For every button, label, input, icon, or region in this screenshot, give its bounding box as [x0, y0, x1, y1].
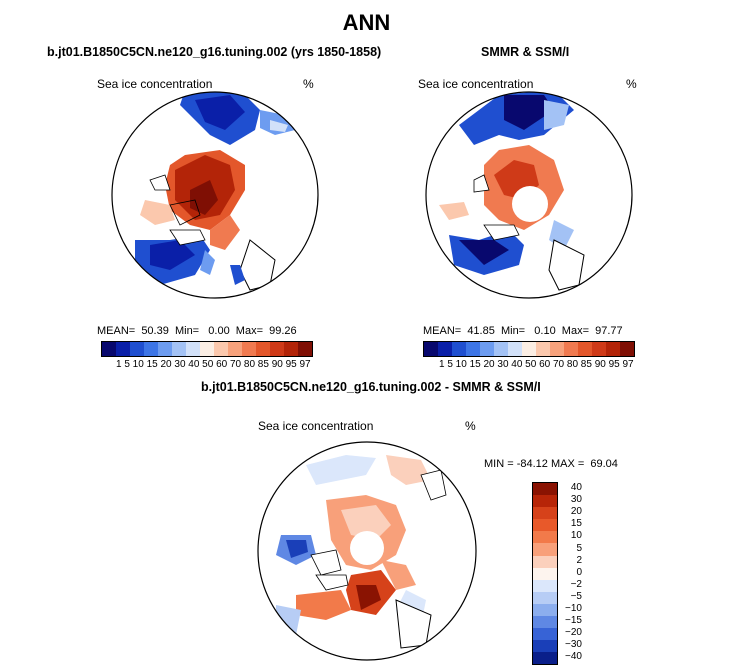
diff-colorbar-swatch [533, 543, 557, 556]
panel3-polar-map [257, 441, 477, 661]
panel2-pole-hole [512, 186, 548, 222]
cbar1-swatch [172, 342, 186, 356]
cbar1-swatch [270, 342, 284, 356]
cbar2-swatch [536, 342, 550, 356]
diff-colorbar-swatch [533, 507, 557, 520]
panel3-subtitle: b.jt01.B1850C5CN.ne120_g16.tuning.002 - … [201, 380, 541, 394]
diff-colorbar-swatch [533, 495, 557, 508]
diff-colorbar-swatch [533, 519, 557, 532]
cbar1-swatch [200, 342, 214, 356]
cbar2-swatch [564, 342, 578, 356]
diff-colorbar-swatch [533, 591, 557, 604]
panel3-colorbar-ticks: 40 30 20 15 10 5 2 0 −2 −5 −10 −15 −20 −30 −40 [560, 482, 582, 664]
panel3-label: Sea ice concentration [258, 419, 374, 433]
diff-colorbar-label: −40 [565, 651, 582, 663]
diff-colorbar-label: −20 [565, 627, 582, 639]
diff-colorbar-label: 10 [570, 530, 582, 542]
diff-colorbar-swatch [533, 483, 557, 496]
diff-colorbar-label: 0 [576, 566, 582, 578]
panel1-stats: MEAN= 50.39 Min= 0.00 Max= 99.26 [97, 325, 297, 337]
cbar1-swatch [298, 342, 312, 356]
diff-colorbar-label: −30 [565, 639, 582, 651]
panel2-polar-map [425, 91, 633, 299]
cbar1-swatch [102, 342, 116, 356]
panel1-colorbar [101, 341, 313, 357]
panel3-unit: % [465, 419, 476, 433]
cbar1-swatch [214, 342, 228, 356]
cbar1-swatch [116, 342, 130, 356]
panel2-stats: MEAN= 41.85 Min= 0.10 Max= 97.77 [423, 325, 623, 337]
cbar2-swatch [438, 342, 452, 356]
panel2-subtitle: SMMR & SSM/I [481, 45, 570, 59]
cbar1-swatch [256, 342, 270, 356]
cbar2-swatch [550, 342, 564, 356]
panel3-colorbar [532, 482, 558, 665]
panel2-colorbar [423, 341, 635, 357]
panel1-subtitle: b.jt01.B1850C5CN.ne120_g16.tuning.002 (y… [47, 45, 382, 59]
diff-colorbar-label: 40 [570, 482, 582, 493]
panel1-unit: % [303, 77, 314, 91]
diff-colorbar-label: 2 [576, 554, 582, 566]
diff-colorbar-swatch [533, 652, 557, 665]
cbar1-swatch [158, 342, 172, 356]
cbar1-swatch [186, 342, 200, 356]
cbar2-swatch [578, 342, 592, 356]
diff-colorbar-swatch [533, 640, 557, 653]
diff-colorbar-swatch [533, 579, 557, 592]
cbar1-swatch [284, 342, 298, 356]
diff-colorbar-label: 5 [576, 542, 582, 554]
panel3-stats: MIN = -84.12 MAX = 69.04 [484, 458, 618, 470]
diff-colorbar-swatch [533, 628, 557, 641]
diff-colorbar-swatch [533, 616, 557, 629]
cbar1-swatch [242, 342, 256, 356]
diff-colorbar-label: −5 [570, 590, 582, 602]
diff-colorbar-label: 15 [570, 518, 582, 530]
figure-title: ANN [342, 10, 391, 35]
cbar2-swatch [508, 342, 522, 356]
cbar2-swatch [424, 342, 438, 356]
cbar1-swatch [228, 342, 242, 356]
diff-colorbar-swatch [533, 555, 557, 568]
panel2-unit: % [626, 77, 637, 91]
cbar1-swatch [130, 342, 144, 356]
panel1-label: Sea ice concentration [97, 77, 213, 91]
panel2-label: Sea ice concentration [418, 77, 534, 91]
diff-colorbar-label: 20 [570, 506, 582, 518]
diff-colorbar-label: −15 [565, 615, 582, 627]
diff-colorbar-label: 30 [570, 494, 582, 506]
diff-colorbar-swatch [533, 603, 557, 617]
cbar2-swatch [452, 342, 466, 356]
diff-colorbar-label: −2 [570, 578, 582, 590]
panel1-colorbar-ticks: 1 5 10 15 20 30 40 50 60 70 80 85 90 95 … [116, 359, 311, 370]
cbar2-swatch [620, 342, 634, 356]
panel3-pole-hole [350, 531, 384, 565]
panel1-polar-map [111, 91, 319, 299]
panel2-colorbar-ticks: 1 5 10 15 20 30 40 50 60 70 80 85 90 95 … [439, 359, 634, 370]
cbar1-swatch [144, 342, 158, 356]
cbar2-swatch [466, 342, 480, 356]
diff-colorbar-swatch [533, 567, 557, 580]
cbar2-swatch [480, 342, 494, 356]
cbar2-swatch [522, 342, 536, 356]
diff-colorbar-label: −10 [565, 603, 582, 614]
cbar2-swatch [592, 342, 606, 356]
cbar2-swatch [494, 342, 508, 356]
diff-colorbar-swatch [533, 531, 557, 544]
cbar2-swatch [606, 342, 620, 356]
